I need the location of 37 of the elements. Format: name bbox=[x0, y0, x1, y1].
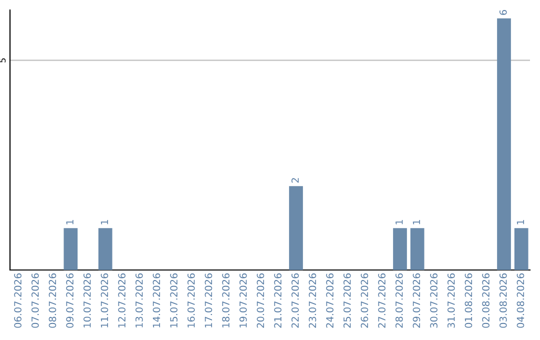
x-tick-label: 04.08.2026 bbox=[516, 273, 524, 328]
x-tick-label: 20.07.2026 bbox=[256, 273, 264, 328]
x-tick-label: 31.07.2026 bbox=[447, 273, 455, 328]
x-tick-label: 16.07.2026 bbox=[187, 273, 195, 328]
data-label: 1 bbox=[66, 220, 74, 224]
x-tick-label: 02.08.2026 bbox=[482, 273, 490, 328]
data-label: 1 bbox=[396, 220, 403, 224]
x-tick-label: 10.07.2026 bbox=[83, 273, 91, 328]
x-tick-label: 15.07.2026 bbox=[170, 273, 178, 328]
x-tick-label: 06.07.2026 bbox=[14, 273, 22, 328]
x-tick-label: 26.07.2026 bbox=[360, 273, 368, 328]
x-tick-label: 14.07.2026 bbox=[152, 273, 160, 328]
data-label: 6 bbox=[499, 10, 507, 15]
x-tick-label: 03.08.2026 bbox=[499, 273, 507, 328]
x-tick-label: 22.07.2026 bbox=[291, 273, 299, 328]
x-tick-label: 29.07.2026 bbox=[412, 273, 420, 328]
x-tick-label: 01.08.2026 bbox=[464, 273, 472, 328]
x-tick-label: 12.07.2026 bbox=[118, 273, 126, 328]
x-tick-label: 08.07.2026 bbox=[48, 273, 56, 328]
x-tick-label: 24.07.2026 bbox=[326, 273, 334, 328]
x-tick-label: 28.07.2026 bbox=[395, 273, 403, 328]
data-label: 1 bbox=[412, 220, 420, 224]
data-label: 2 bbox=[291, 178, 299, 183]
x-tick-label: 07.07.2026 bbox=[31, 273, 39, 328]
x-tick-label: 19.07.2026 bbox=[239, 273, 247, 328]
x-tick-label: 21.07.2026 bbox=[274, 273, 282, 328]
x-tick-label: 13.07.2026 bbox=[135, 273, 143, 328]
data-label: 1 bbox=[100, 220, 108, 224]
x-tick-label: 17.07.2026 bbox=[204, 273, 212, 328]
x-tick-label: 30.07.2026 bbox=[430, 273, 438, 328]
x-tick-label: 09.07.2026 bbox=[66, 273, 74, 328]
x-tick-label: 11.07.2026 bbox=[100, 273, 108, 328]
x-tick-label: 27.07.2026 bbox=[378, 273, 386, 328]
data-label: 1 bbox=[516, 220, 524, 224]
x-tick-label: 25.07.2026 bbox=[343, 273, 351, 328]
x-tick-label: 18.07.2026 bbox=[222, 273, 230, 328]
x-tick-label: 23.07.2026 bbox=[308, 273, 316, 328]
